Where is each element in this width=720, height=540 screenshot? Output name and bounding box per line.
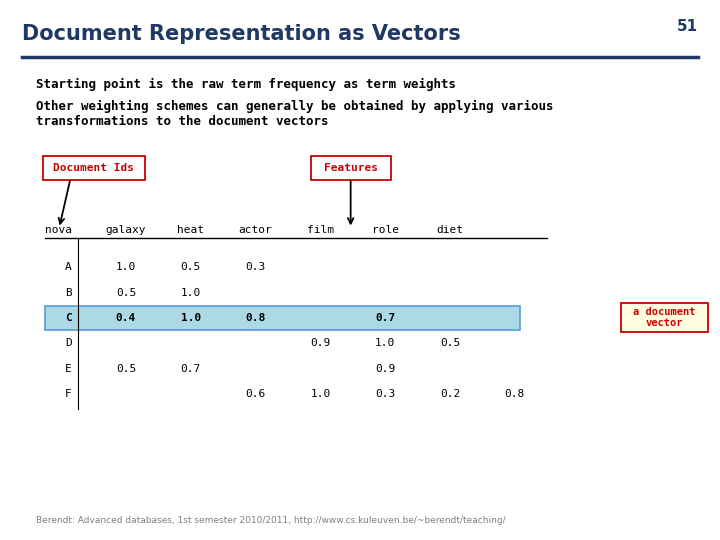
Text: 1.0: 1.0 <box>116 262 136 272</box>
FancyBboxPatch shape <box>45 306 520 330</box>
Text: role: role <box>372 225 399 235</box>
Text: A: A <box>66 262 72 272</box>
Text: 0.4: 0.4 <box>116 313 136 323</box>
Text: nova: nova <box>45 225 72 235</box>
Text: film: film <box>307 225 334 235</box>
Text: D: D <box>66 339 72 348</box>
Text: 0.5: 0.5 <box>116 364 136 374</box>
Text: 1.0: 1.0 <box>181 313 201 323</box>
Text: 0.5: 0.5 <box>181 262 201 272</box>
FancyBboxPatch shape <box>621 303 708 332</box>
FancyBboxPatch shape <box>43 156 145 180</box>
Text: 0.6: 0.6 <box>246 389 266 399</box>
Text: heat: heat <box>177 225 204 235</box>
Text: 0.5: 0.5 <box>440 339 460 348</box>
Text: 0.9: 0.9 <box>310 339 330 348</box>
Text: C: C <box>66 313 72 323</box>
FancyBboxPatch shape <box>311 156 391 180</box>
Text: 0.7: 0.7 <box>181 364 201 374</box>
Text: galaxy: galaxy <box>106 225 146 235</box>
Text: 0.8: 0.8 <box>246 313 266 323</box>
Text: 0.5: 0.5 <box>116 288 136 298</box>
Text: Features: Features <box>324 163 378 173</box>
Text: F: F <box>66 389 72 399</box>
Text: Other weighting schemes can generally be obtained by applying various
transforma: Other weighting schemes can generally be… <box>36 100 554 128</box>
Text: 0.8: 0.8 <box>505 389 525 399</box>
Text: diet: diet <box>436 225 464 235</box>
Text: Document Ids: Document Ids <box>53 163 135 173</box>
Text: 0.9: 0.9 <box>375 364 395 374</box>
Text: 1.0: 1.0 <box>181 288 201 298</box>
Text: Berendt: Advanced databases, 1st semester 2010/2011, http://www.cs.kuleuven.be/~: Berendt: Advanced databases, 1st semeste… <box>36 516 505 525</box>
Text: Starting point is the raw term frequency as term weights: Starting point is the raw term frequency… <box>36 78 456 91</box>
Text: 1.0: 1.0 <box>375 339 395 348</box>
Text: E: E <box>66 364 72 374</box>
Text: 1.0: 1.0 <box>310 389 330 399</box>
Text: a document
vector: a document vector <box>633 307 696 328</box>
Text: actor: actor <box>239 225 272 235</box>
Text: 0.3: 0.3 <box>375 389 395 399</box>
Text: B: B <box>66 288 72 298</box>
Text: 51: 51 <box>678 19 698 34</box>
Text: Document Representation as Vectors: Document Representation as Vectors <box>22 24 460 44</box>
Text: 0.2: 0.2 <box>440 389 460 399</box>
Text: 0.7: 0.7 <box>375 313 395 323</box>
Text: 0.3: 0.3 <box>246 262 266 272</box>
